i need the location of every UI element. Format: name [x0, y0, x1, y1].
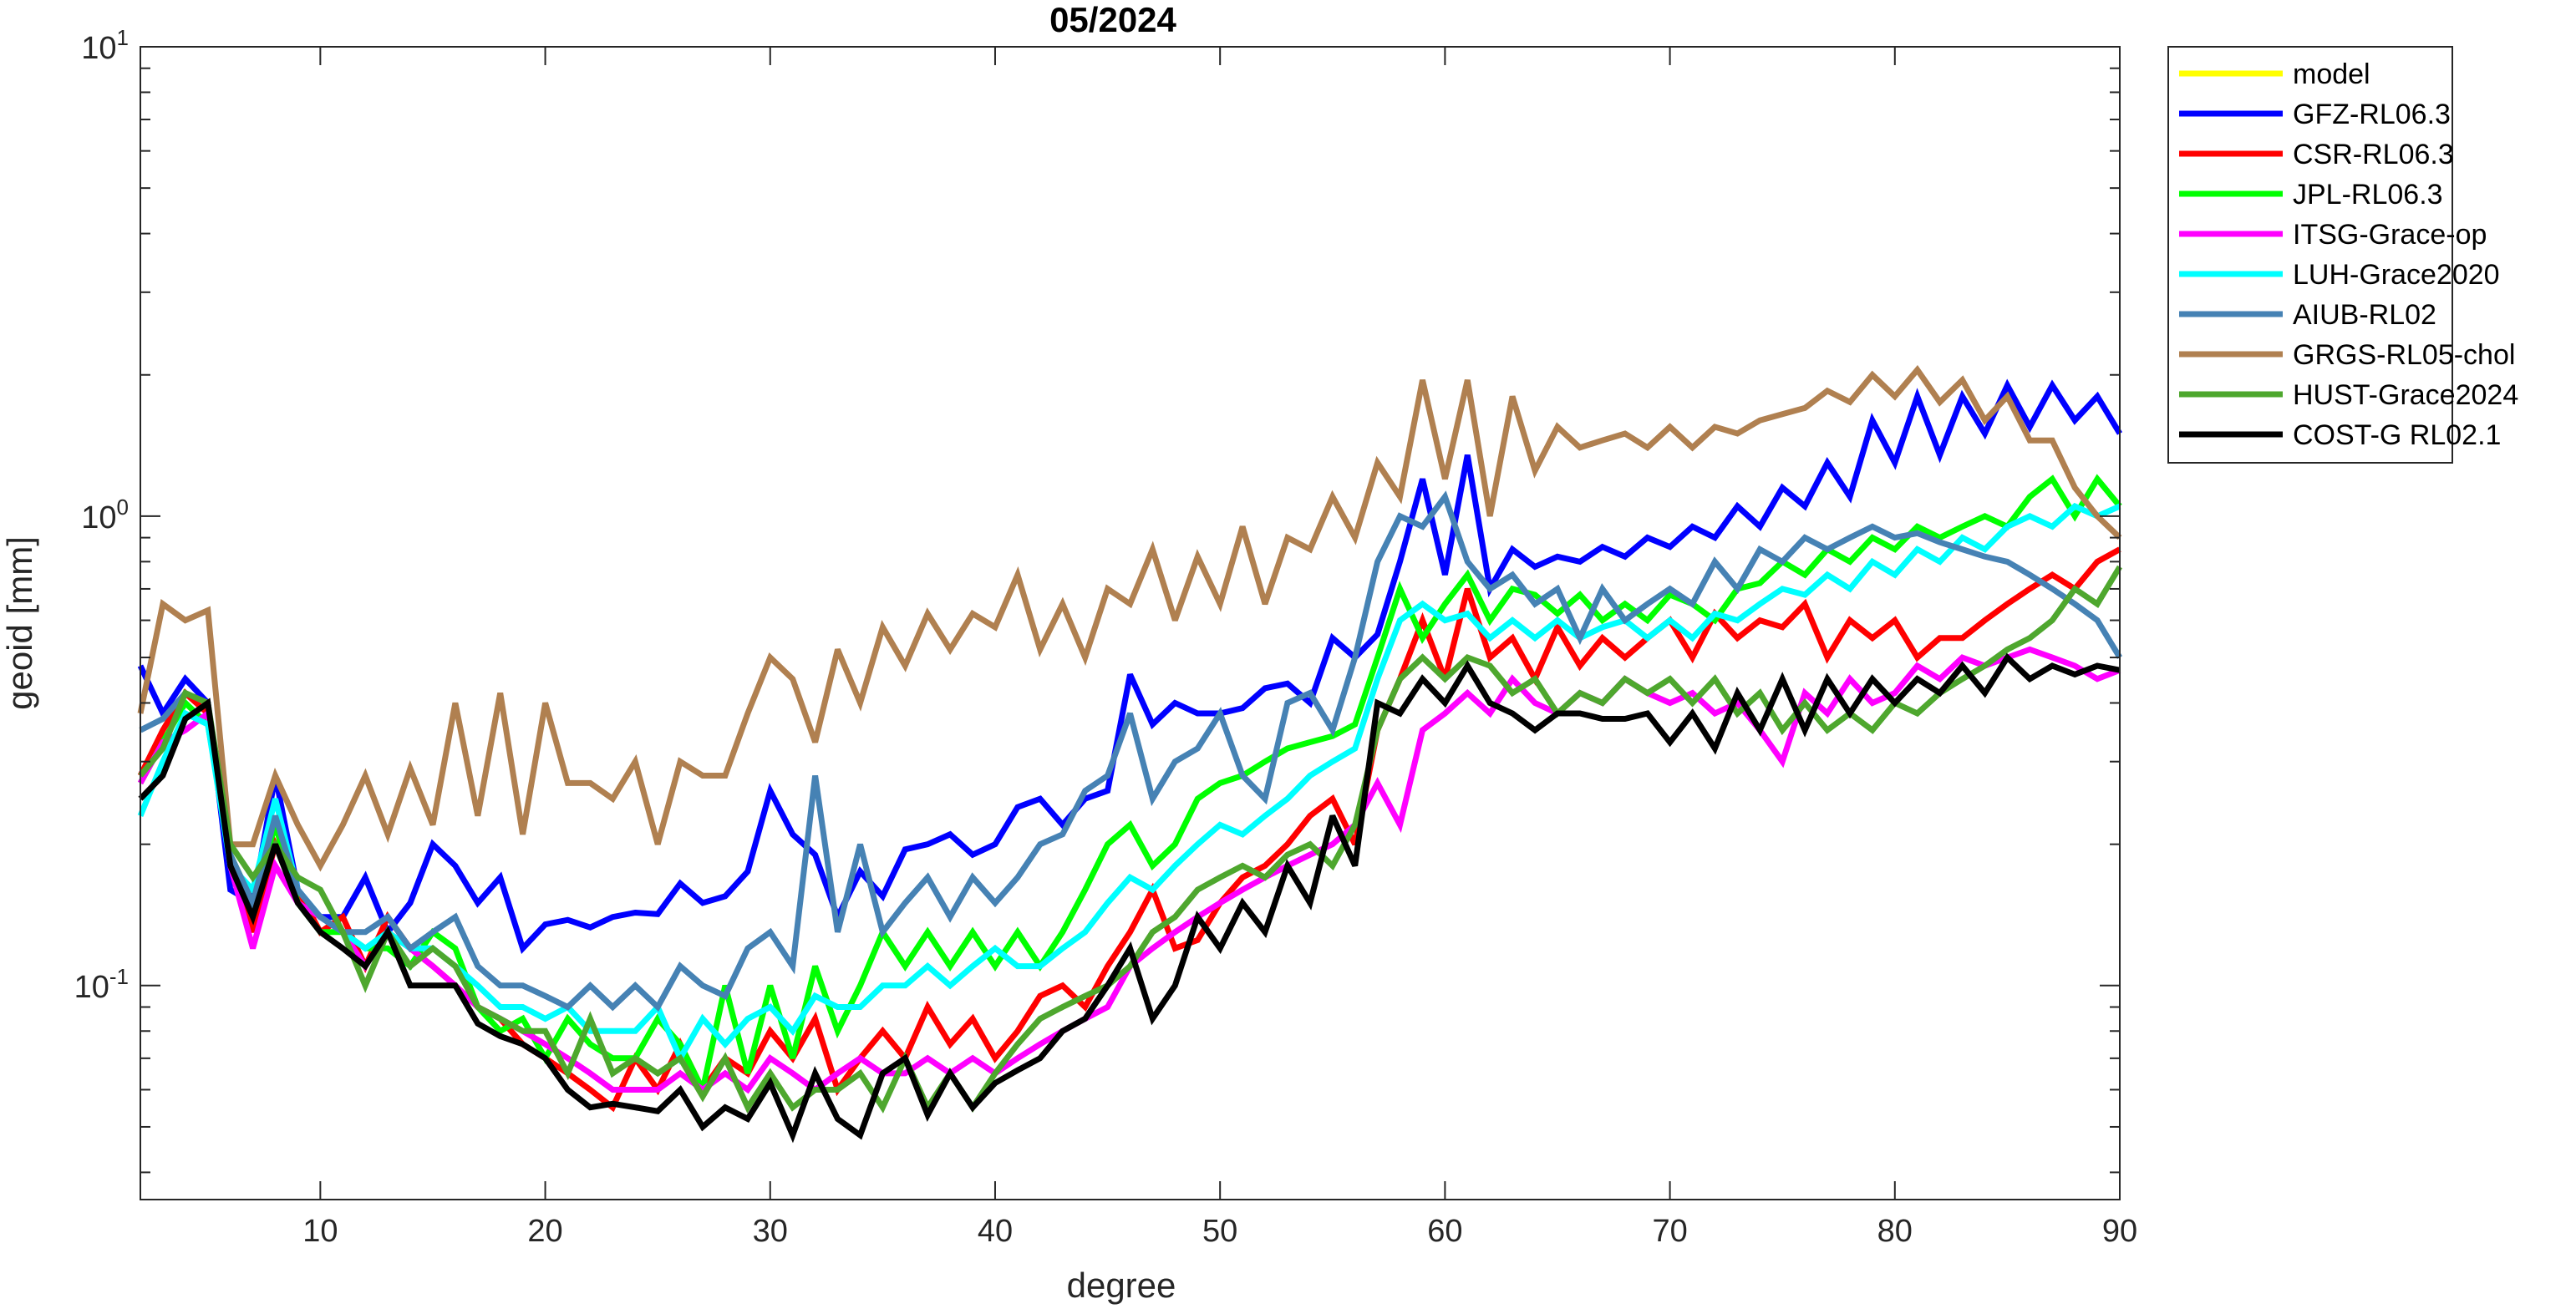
series-line-9: [138, 565, 2122, 1114]
legend-label-4: JPL-RL06.3: [2293, 179, 2443, 211]
legend-label-10: COST-G RL02.1: [2293, 419, 2501, 451]
legend-label-5: ITSG-Grace-op: [2293, 219, 2487, 251]
x-tick-label-20: 20: [527, 1214, 562, 1249]
x-tick-label-70: 70: [1652, 1214, 1687, 1249]
plot-area: [140, 47, 2120, 1200]
legend-label-2: GFZ-RL06.3: [2293, 99, 2451, 130]
y-tick-label-2: 101: [81, 25, 129, 66]
legend-label-8: GRGS-RL05-chol: [2293, 339, 2515, 371]
legend-items: model GFZ-RL06.3 CSR-RL06.3 JPL-RL06.3 ITSG-…: [2179, 58, 2518, 451]
y-tick-label-1: 100: [81, 495, 129, 535]
series-line-6: [137, 502, 2121, 1065]
x-tick-label-30: 30: [753, 1214, 788, 1249]
x-tick-label-10: 10: [302, 1214, 338, 1249]
x-tick-label-90: 90: [2102, 1214, 2137, 1249]
legend-label-1: model: [2293, 58, 2370, 90]
legend-label-9: HUST-Grace2024: [2293, 379, 2518, 411]
legend-label-7: AIUB-RL02: [2293, 299, 2436, 331]
x-tick-label-80: 80: [1877, 1214, 1913, 1249]
x-tick-label-60: 60: [1427, 1214, 1462, 1249]
series-layer: [137, 364, 2122, 1144]
chart-title: 05/2024: [1049, 0, 1176, 39]
legend: model GFZ-RL06.3 CSR-RL06.3 JPL-RL06.3 ITSG-…: [2167, 46, 2518, 464]
legend-label-3: CSR-RL06.3: [2293, 139, 2454, 170]
x-tick-label-50: 50: [1202, 1214, 1237, 1249]
series-line-8: [137, 364, 2122, 872]
y-tick-label-0: 10-1: [74, 964, 129, 1005]
axes-layer: 10 20 30 40 50 60 70 80 90 10-1 100 101: [74, 25, 2138, 1249]
y-axis-label: geoid [mm]: [0, 536, 39, 710]
series-line-7: [139, 490, 2122, 1012]
series-line-2: [137, 378, 2122, 955]
series-line-10: [138, 652, 2121, 1144]
legend-label-6: LUH-Grace2020: [2293, 259, 2500, 291]
axes-box: [140, 46, 2121, 1200]
x-tick-label-40: 40: [978, 1214, 1013, 1249]
x-axis-label: degree: [1067, 1266, 1176, 1305]
